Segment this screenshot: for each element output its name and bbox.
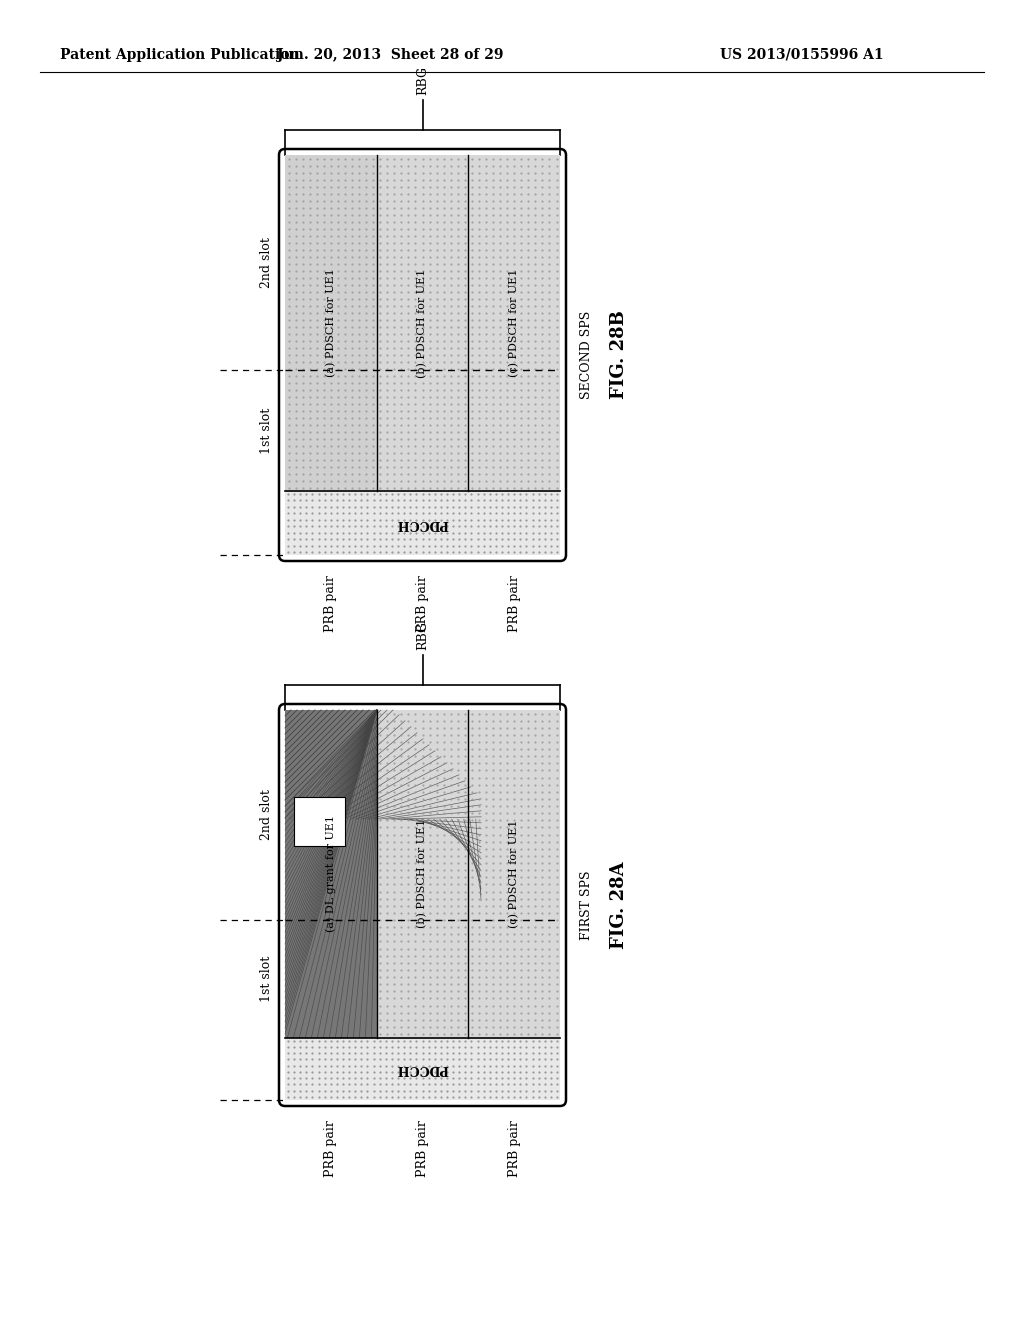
Text: Patent Application Publication: Patent Application Publication [60, 48, 300, 62]
Text: 1st slot: 1st slot [260, 956, 273, 1002]
Bar [468, 154, 560, 491]
Text: 2nd slot: 2nd slot [260, 238, 273, 288]
Text: PRB pair: PRB pair [325, 1119, 337, 1177]
Bar [377, 710, 468, 1038]
Text: (b) PDSCH for UE1: (b) PDSCH for UE1 [418, 268, 428, 378]
Text: (c) PDSCH for UE1: (c) PDSCH for UE1 [509, 269, 519, 378]
Bar [285, 154, 377, 491]
Text: PRB pair: PRB pair [508, 576, 520, 632]
Bar [285, 710, 481, 820]
Bar [377, 154, 468, 491]
Text: Jun. 20, 2013  Sheet 28 of 29: Jun. 20, 2013 Sheet 28 of 29 [276, 48, 503, 62]
Text: SECOND SPS: SECOND SPS [580, 312, 593, 399]
Bar [285, 710, 560, 1100]
Text: (a) DL grant for UE1: (a) DL grant for UE1 [326, 816, 336, 932]
Bar [294, 797, 345, 846]
Text: FIG. 28B: FIG. 28B [610, 310, 628, 400]
Text: PRB pair: PRB pair [416, 576, 429, 632]
Text: FIRST SPS: FIRST SPS [580, 870, 593, 940]
Bar [285, 154, 560, 554]
Bar [285, 491, 560, 554]
Text: 1st slot: 1st slot [260, 408, 273, 454]
Text: RBG: RBG [416, 620, 429, 649]
Text: (c) PDSCH for UE1: (c) PDSCH for UE1 [509, 820, 519, 928]
Text: PRB pair: PRB pair [325, 576, 337, 632]
Text: PRB pair: PRB pair [508, 1119, 520, 1177]
Text: FIG. 28A: FIG. 28A [610, 861, 628, 949]
Text: PDCCH: PDCCH [396, 516, 449, 529]
Bar [285, 710, 377, 1038]
Text: 2nd slot: 2nd slot [260, 789, 273, 841]
Text: PRB pair: PRB pair [416, 1119, 429, 1177]
Bar [285, 1038, 560, 1100]
Text: US 2013/0155996 A1: US 2013/0155996 A1 [720, 48, 884, 62]
Text: (b) PDSCH for UE1: (b) PDSCH for UE1 [418, 820, 428, 928]
Bar [468, 710, 560, 1038]
Text: PDCCH: PDCCH [396, 1063, 449, 1076]
Text: (a) PDSCH for UE1: (a) PDSCH for UE1 [326, 269, 336, 378]
Text: RBG: RBG [416, 66, 429, 95]
